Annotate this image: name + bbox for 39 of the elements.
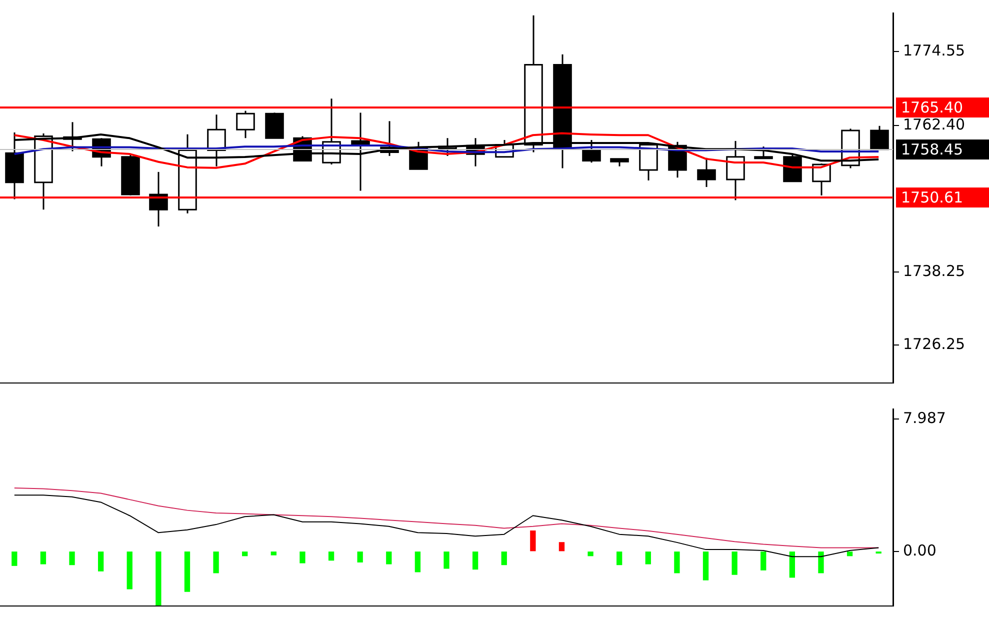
bar <box>789 552 796 578</box>
bar <box>12 552 18 566</box>
y-tick-label: 7.987 <box>903 409 946 428</box>
bar <box>69 552 75 566</box>
bar <box>732 552 738 575</box>
ref-line-label: 1758.45 <box>901 140 964 158</box>
y-tick-label: 1726.25 <box>903 334 966 353</box>
bar <box>501 552 507 566</box>
bar <box>386 552 392 564</box>
bar <box>674 552 680 574</box>
bar <box>846 552 853 556</box>
bar <box>242 552 248 556</box>
bar <box>558 542 565 552</box>
bar <box>126 552 132 590</box>
ref-line-label: 1750.61 <box>901 188 964 206</box>
bar <box>588 552 594 556</box>
bar <box>184 552 190 592</box>
bar <box>444 552 450 569</box>
bar <box>530 530 536 552</box>
y-tick-label: 1762.40 <box>903 115 966 134</box>
bar <box>270 552 276 556</box>
bar <box>156 552 162 606</box>
bar <box>616 552 622 566</box>
bar <box>98 552 104 572</box>
y-tick-label: 1774.55 <box>903 41 966 60</box>
bar <box>760 552 766 570</box>
bar <box>357 552 363 562</box>
y-tick-label: 1738.25 <box>903 262 966 280</box>
bar <box>818 552 824 574</box>
bar <box>472 552 478 570</box>
bar <box>645 552 651 564</box>
bar <box>702 552 709 580</box>
bar <box>300 552 306 564</box>
ref-line-label: 1765.40 <box>901 98 964 116</box>
bar <box>328 552 334 561</box>
y-tick-label: 0.00 <box>903 541 936 560</box>
bar <box>40 552 46 564</box>
bar <box>414 552 421 572</box>
bar <box>213 552 219 574</box>
